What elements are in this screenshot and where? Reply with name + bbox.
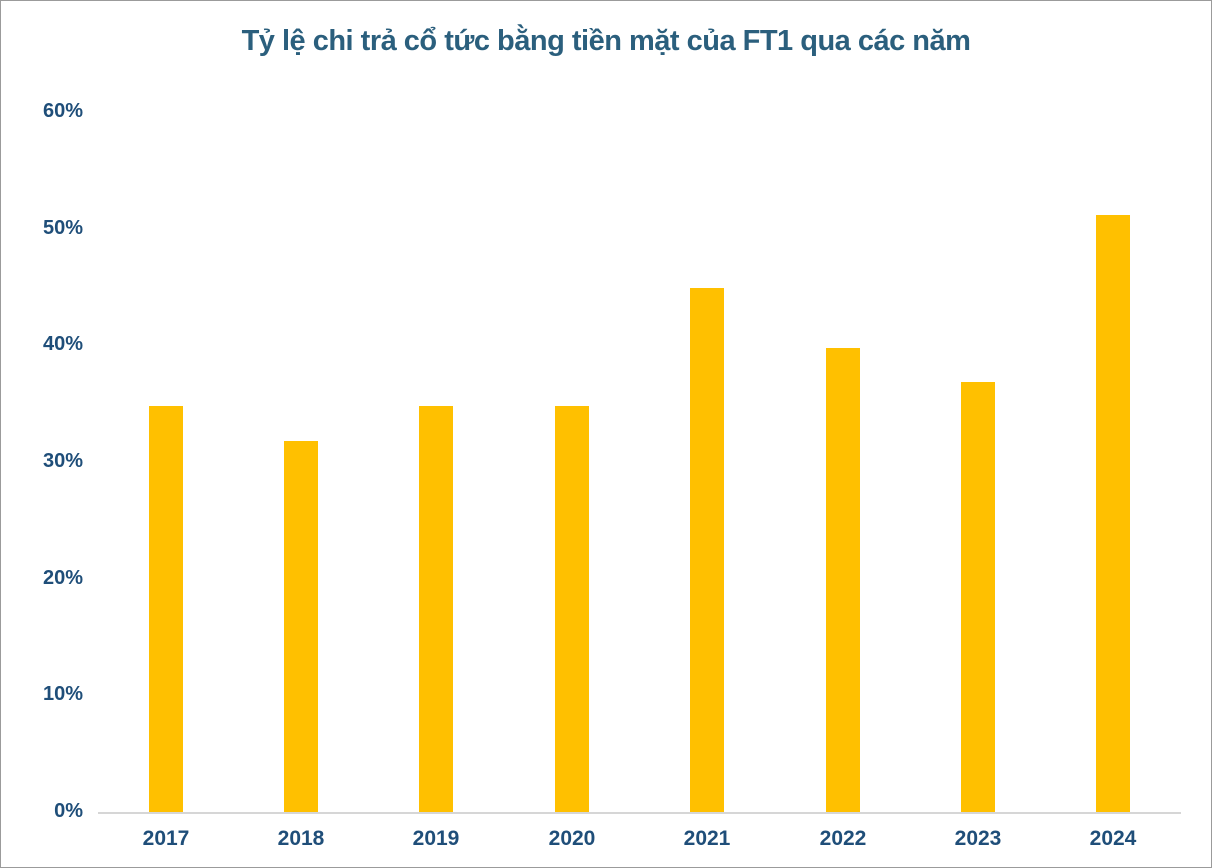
y-tick-label-10: 10%: [42, 683, 83, 705]
x-tick-label-2017: 2017: [142, 827, 190, 850]
bar-2024: [1096, 215, 1131, 812]
chart-title: Tỷ lệ chi trả cổ tức bằng tiền mặt của F…: [241, 25, 971, 57]
x-tick-label-2020: 2020: [548, 827, 596, 850]
x-tick-label-2019: 2019: [412, 827, 460, 850]
bar-2023: [960, 382, 995, 812]
x-tick-label-2023: 2023: [954, 827, 1002, 850]
bar-2018: [284, 441, 319, 812]
bar-2022: [825, 348, 860, 812]
y-tick-label-50: 50%: [42, 217, 83, 239]
y-tick-label-40: 40%: [42, 333, 83, 355]
bar-2017: [148, 406, 183, 812]
x-tick-label-2021: 2021: [683, 827, 731, 850]
bar-2021: [690, 288, 725, 812]
bar-2019: [419, 406, 454, 812]
y-tick-label-0: 0%: [54, 800, 83, 822]
y-tick-label-20: 20%: [42, 567, 83, 589]
bar-2020: [554, 406, 589, 812]
plot-area: [98, 112, 1181, 814]
y-tick-label-60: 60%: [42, 100, 83, 122]
x-tick-label-2018: 2018: [277, 827, 325, 850]
x-tick-label-2022: 2022: [819, 827, 867, 850]
x-tick-label-2024: 2024: [1089, 827, 1137, 850]
y-tick-label-30: 30%: [42, 450, 83, 472]
